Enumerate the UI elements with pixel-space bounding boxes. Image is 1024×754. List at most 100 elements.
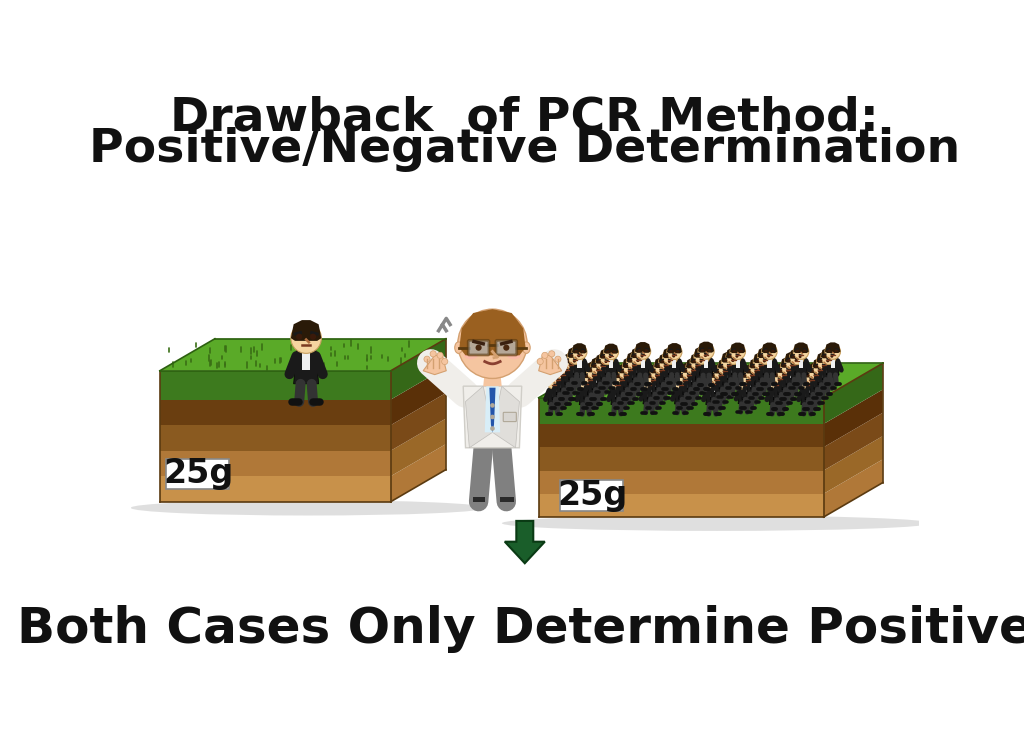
Polygon shape	[780, 357, 796, 368]
FancyBboxPatch shape	[503, 412, 516, 421]
Polygon shape	[711, 387, 715, 397]
Polygon shape	[763, 357, 776, 375]
Polygon shape	[291, 320, 322, 341]
Polygon shape	[588, 377, 601, 395]
Circle shape	[684, 369, 687, 372]
Circle shape	[547, 373, 562, 389]
Circle shape	[819, 359, 822, 363]
Polygon shape	[800, 372, 815, 382]
Circle shape	[752, 365, 755, 368]
Polygon shape	[826, 357, 839, 375]
Polygon shape	[746, 382, 751, 392]
Polygon shape	[569, 367, 573, 378]
Circle shape	[627, 354, 642, 369]
Circle shape	[296, 334, 302, 340]
Circle shape	[623, 359, 638, 374]
Polygon shape	[801, 387, 814, 405]
Circle shape	[635, 344, 650, 359]
Circle shape	[598, 360, 601, 363]
Circle shape	[793, 355, 795, 358]
Circle shape	[745, 380, 749, 383]
Circle shape	[592, 375, 595, 378]
Polygon shape	[560, 377, 564, 388]
Circle shape	[796, 349, 799, 352]
Circle shape	[600, 350, 614, 365]
Polygon shape	[823, 412, 883, 470]
Circle shape	[774, 373, 778, 377]
FancyBboxPatch shape	[468, 340, 489, 355]
Circle shape	[726, 349, 741, 364]
Text: Drawback  of PCR Method:: Drawback of PCR Method:	[170, 96, 880, 141]
Ellipse shape	[131, 500, 486, 516]
Polygon shape	[601, 368, 604, 378]
Polygon shape	[668, 362, 673, 372]
Circle shape	[791, 364, 794, 367]
Circle shape	[553, 374, 556, 377]
Polygon shape	[669, 357, 681, 375]
Circle shape	[625, 364, 628, 367]
Polygon shape	[738, 388, 750, 403]
Circle shape	[759, 365, 762, 368]
Circle shape	[811, 369, 814, 372]
Polygon shape	[654, 357, 670, 368]
Circle shape	[572, 345, 587, 360]
Circle shape	[596, 369, 599, 372]
Polygon shape	[160, 425, 391, 451]
Polygon shape	[795, 357, 807, 375]
Polygon shape	[548, 387, 560, 404]
Circle shape	[733, 349, 736, 353]
Polygon shape	[578, 372, 594, 382]
Polygon shape	[663, 348, 678, 358]
Circle shape	[570, 354, 573, 357]
Polygon shape	[391, 418, 445, 476]
Circle shape	[490, 426, 495, 431]
Polygon shape	[786, 367, 799, 385]
Polygon shape	[650, 363, 665, 373]
Circle shape	[424, 356, 430, 362]
Polygon shape	[816, 352, 831, 363]
Polygon shape	[547, 372, 562, 382]
Polygon shape	[632, 362, 645, 380]
Circle shape	[740, 369, 756, 384]
Circle shape	[670, 350, 673, 353]
Circle shape	[695, 365, 698, 368]
Polygon shape	[715, 382, 719, 392]
Polygon shape	[818, 372, 822, 382]
Polygon shape	[751, 372, 763, 389]
Polygon shape	[703, 357, 709, 368]
Circle shape	[602, 355, 605, 358]
Polygon shape	[737, 373, 752, 383]
Circle shape	[614, 369, 629, 385]
Circle shape	[699, 360, 702, 363]
Polygon shape	[805, 387, 809, 397]
Polygon shape	[539, 397, 823, 424]
Circle shape	[664, 364, 667, 367]
Polygon shape	[690, 353, 706, 363]
Polygon shape	[659, 372, 664, 382]
Polygon shape	[160, 339, 445, 371]
Circle shape	[559, 358, 574, 374]
Polygon shape	[539, 363, 883, 397]
Circle shape	[691, 369, 694, 372]
Polygon shape	[746, 378, 759, 394]
Circle shape	[720, 365, 723, 368]
Circle shape	[716, 370, 719, 373]
Circle shape	[786, 369, 790, 372]
Polygon shape	[686, 358, 700, 368]
Polygon shape	[822, 367, 826, 378]
Polygon shape	[699, 362, 705, 372]
Polygon shape	[302, 349, 310, 370]
Circle shape	[762, 344, 777, 360]
Polygon shape	[160, 476, 391, 501]
Polygon shape	[583, 368, 597, 378]
Polygon shape	[711, 382, 723, 400]
Polygon shape	[584, 387, 588, 397]
Polygon shape	[556, 377, 569, 394]
Polygon shape	[391, 367, 445, 425]
Circle shape	[730, 344, 745, 360]
Circle shape	[693, 360, 695, 363]
Polygon shape	[604, 344, 618, 354]
Circle shape	[430, 351, 436, 357]
Polygon shape	[601, 363, 612, 379]
Circle shape	[737, 375, 752, 389]
